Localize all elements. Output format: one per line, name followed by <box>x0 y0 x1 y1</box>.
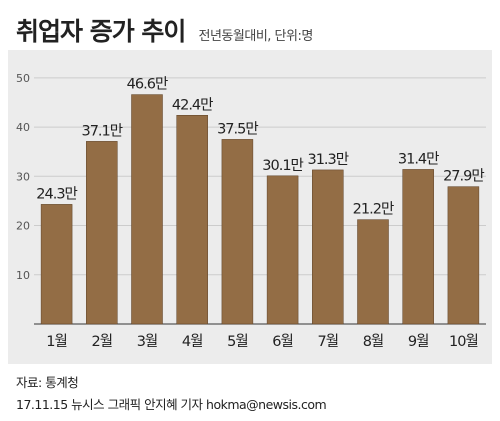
y-tick-label: 10 <box>16 269 30 282</box>
data-label: 31.4만 <box>398 150 439 167</box>
bar <box>357 219 389 325</box>
y-tick-label: 40 <box>16 121 30 134</box>
data-label: 31.3만 <box>307 151 348 168</box>
source-value: 통계청 <box>45 375 79 390</box>
x-tick-label: 5월 <box>227 333 248 350</box>
chart-header: 취업자 증가 추이 전년동월대비, 단위:명 <box>16 12 313 46</box>
data-label: 46.6만 <box>127 76 168 93</box>
source-line: 자료: 통계청 <box>16 372 79 391</box>
x-tick-label: 2월 <box>92 333 113 350</box>
x-tick-label: 7월 <box>318 333 339 350</box>
data-label: 24.3만 <box>36 185 77 202</box>
bar <box>86 141 118 325</box>
bar <box>312 169 344 325</box>
bar <box>176 115 208 325</box>
bar-chart: 10 20 30 40 50 24.3만 1월 37.1만 2월 46.6만 3월 42.4만 4월 37… <box>16 72 486 350</box>
data-label: 27.9만 <box>443 168 484 185</box>
y-tick-label: 50 <box>16 72 30 85</box>
bar <box>266 175 299 325</box>
bar <box>131 94 163 325</box>
bar <box>447 186 480 325</box>
bar <box>221 139 254 325</box>
data-label: 37.1만 <box>81 122 122 139</box>
bar <box>402 169 434 325</box>
y-tick-label: 20 <box>16 220 30 233</box>
chart-subtitle: 전년동월대비, 단위:명 <box>198 29 314 44</box>
x-tick-label: 9월 <box>408 333 429 350</box>
data-label: 42.4만 <box>172 96 213 113</box>
data-label: 37.5만 <box>217 120 258 137</box>
x-tick-label: 4월 <box>182 333 203 350</box>
data-label: 30.1만 <box>262 157 303 174</box>
bar <box>40 204 73 325</box>
source-label: 자료: <box>16 375 42 390</box>
x-tick-label: 8월 <box>363 333 384 350</box>
y-tick-label: 30 <box>16 170 30 183</box>
chart-panel: 10 20 30 40 50 24.3만 1월 37.1만 2월 46.6만 3월 42.4만 4월 37… <box>8 50 492 364</box>
x-tick-label: 10월 <box>449 333 478 350</box>
x-tick-label: 1월 <box>46 333 67 350</box>
chart-title: 취업자 증가 추이 <box>16 17 186 46</box>
x-tick-label: 3월 <box>137 333 158 350</box>
x-tick-label: 6월 <box>272 333 293 350</box>
credit-line: 17.11.15 뉴시스 그래픽 안지혜 기자 hokma@newsis.com <box>16 397 327 412</box>
data-label: 21.2만 <box>353 201 394 218</box>
